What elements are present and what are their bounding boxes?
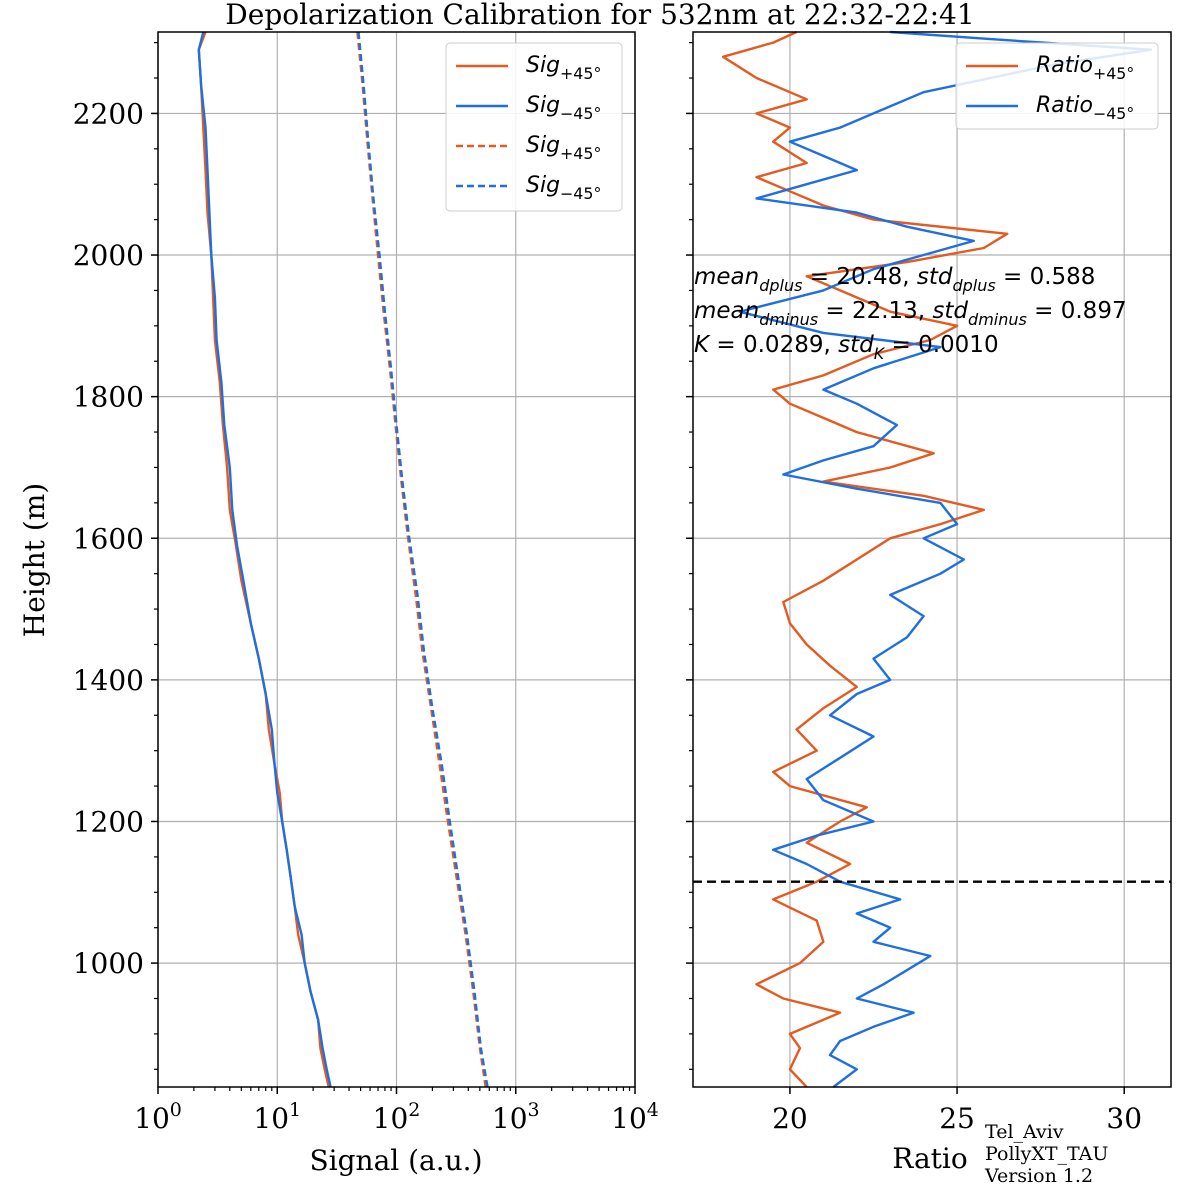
y-tick-label: 1400: [73, 664, 144, 697]
annotation-subscript: dplus: [759, 276, 802, 295]
annotation-subscript: dplus: [952, 276, 995, 295]
y-tick-label: 2000: [73, 239, 144, 272]
signal-x-axis-label: Signal (a.u.): [309, 1144, 482, 1177]
x-tick-label-exponent: 3: [528, 1099, 540, 1121]
x-tick-label-base: 10: [611, 1102, 647, 1135]
annotation-text: std: [838, 332, 874, 358]
ratio-series-group: [693, 30, 1171, 1088]
annotation-subscript: dminus: [968, 310, 1027, 329]
x-tick-label-exponent: 1: [289, 1099, 301, 1121]
annotation-text: = 0.588: [996, 264, 1096, 290]
legend-text-subscript: +45°: [560, 144, 601, 163]
annotation-text: = 0.0289,: [709, 332, 838, 358]
x-tick-label-exponent: 2: [408, 1099, 420, 1121]
annotation-text: = 0.0010: [884, 332, 998, 358]
figure-title: Depolarization Calibration for 532nm at …: [225, 0, 974, 31]
annotation-subscript: K: [874, 344, 886, 363]
legend-entry: Ratio−45°: [1036, 93, 1134, 123]
legend-text-subscript: −45°: [1093, 104, 1134, 123]
annotation-text: std: [917, 264, 953, 290]
annotation-text: = 0.897: [1027, 298, 1127, 324]
legend-entry: Sig−45°: [526, 173, 601, 203]
x-tick-label: 30: [1106, 1102, 1142, 1135]
series-ratio-plus: [721, 30, 1009, 1088]
legend-text-subscript: +45°: [560, 64, 601, 83]
series-sig-minus-dashed: [357, 31, 489, 1088]
annotation-text: = 22.13,: [818, 298, 932, 324]
y-tick-label: 1200: [73, 805, 144, 838]
x-tick-label: 102: [373, 1099, 421, 1135]
x-tick-label-exponent: 4: [647, 1099, 659, 1121]
series-sig-plus-solid: [197, 31, 330, 1088]
legend-text-base: Ratio: [1036, 93, 1093, 118]
x-tick-label-base: 10: [253, 1102, 289, 1135]
legend-text-base: Ratio: [1036, 53, 1093, 78]
x-tick-label: 100: [134, 1099, 182, 1135]
x-tick-label-base: 10: [134, 1102, 170, 1135]
y-tick-label: 1600: [73, 522, 144, 555]
legend-text-base: Sig: [526, 53, 560, 78]
legend-text-base: Sig: [526, 93, 560, 118]
annotation-text: mean: [694, 264, 759, 290]
ratio-legend: Ratio+45°Ratio−45°: [955, 42, 1159, 130]
footer-line-location: Tel_Aviv: [985, 1121, 1064, 1143]
legend-box: [445, 42, 623, 212]
ratio-x-axis-label: Ratio: [892, 1142, 967, 1175]
ratio-chart: 20 25 30 Ratio meandplus = 20.48, stddplus…: [686, 30, 1172, 1175]
y-axis-label: Height (m): [18, 483, 51, 637]
legend-entry: Sig−45°: [526, 93, 601, 123]
x-tick-label-exponent: 0: [170, 1099, 182, 1121]
annotation-subscript: dminus: [759, 310, 818, 329]
signal-series-group: [197, 31, 489, 1088]
annotation-text: K: [694, 332, 711, 358]
ratio-annotations: meandplus = 20.48, stddplus = 0.588meand…: [694, 264, 1127, 363]
annotation-line: K = 0.0289, stdK = 0.0010: [694, 332, 999, 363]
y-tick-label: 2200: [73, 97, 144, 130]
signal-chart: 100 101 102 103 1041000120014001600180020002…: [73, 31, 659, 1177]
x-tick-label: 25: [939, 1102, 975, 1135]
x-tick-label: 103: [492, 1099, 540, 1135]
x-tick-label-base: 10: [492, 1102, 528, 1135]
annotation-text: = 20.48,: [802, 264, 916, 290]
footer-line-instrument: PollyXT_TAU: [985, 1143, 1108, 1165]
x-tick-label: 104: [611, 1099, 659, 1135]
legend-entry: Ratio+45°: [1036, 53, 1134, 83]
legend-entry: Sig+45°: [526, 133, 601, 163]
annotation-text: std: [932, 298, 968, 324]
ratio-ticks: 20 25 30: [686, 42, 1142, 1135]
x-tick-label: 101: [253, 1099, 301, 1135]
legend-text-base: Sig: [526, 133, 560, 158]
y-tick-label: 1000: [73, 947, 144, 980]
legend-entry: Sig+45°: [526, 53, 601, 83]
legend-text-subscript: −45°: [560, 184, 601, 203]
legend-text-base: Sig: [526, 173, 560, 198]
x-tick-label: 20: [772, 1102, 808, 1135]
legend-box: [955, 42, 1159, 130]
y-tick-label: 1800: [73, 381, 144, 414]
signal-legend: Sig+45°Sig−45°Sig+45°Sig−45°: [445, 42, 623, 212]
x-tick-label-base: 10: [373, 1102, 409, 1135]
signal-ticks: 100 101 102 103 1041000120014001600180020002…: [73, 42, 659, 1135]
footer-text: Tel_Aviv PollyXT_TAU Version 1.2: [984, 1121, 1108, 1187]
footer-line-version: Version 1.2: [984, 1165, 1093, 1187]
legend-text-subscript: −45°: [560, 104, 601, 123]
ratio-grid: [693, 32, 1171, 1087]
annotation-line: meandplus = 20.48, stddplus = 0.588: [694, 264, 1095, 295]
series-ratio-minus: [738, 30, 1153, 1088]
legend-text-subscript: +45°: [1093, 64, 1134, 83]
annotation-line: meandminus = 22.13, stddminus = 0.897: [694, 298, 1127, 329]
ratio-axes-frame: [692, 31, 1172, 1088]
series-sig-minus-solid: [197, 31, 332, 1088]
annotation-text: mean: [694, 298, 759, 324]
